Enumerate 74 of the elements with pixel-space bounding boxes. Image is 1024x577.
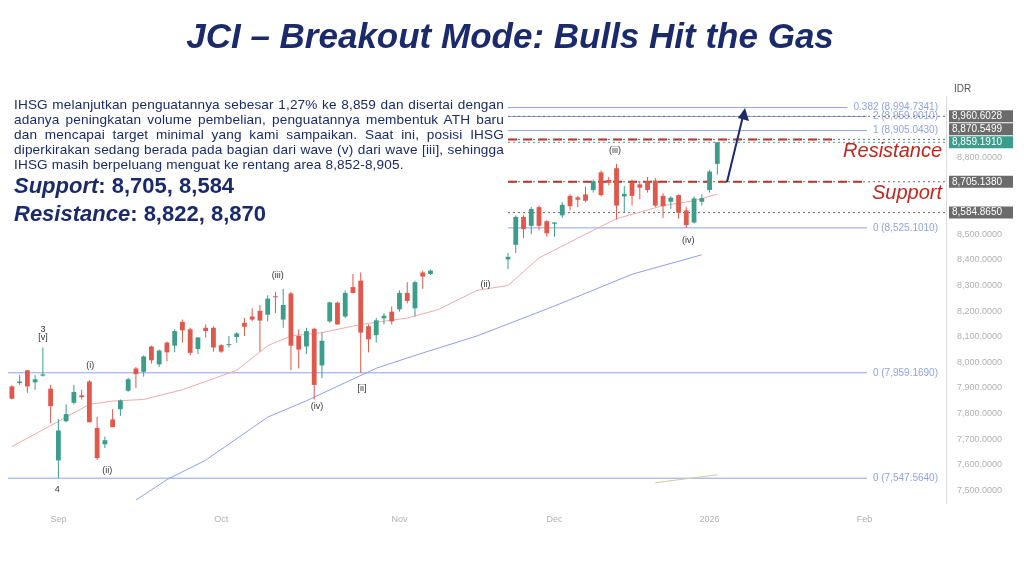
y-tick-label: 7,600.0000 [957, 459, 1003, 470]
annotation: Support: 8,705, 8,584 [14, 172, 236, 200]
y-tick-label: 8,300.0000 [957, 280, 1003, 290]
candlestick [71, 384, 77, 405]
ref-line-label: Resistance [843, 139, 942, 162]
ref-line-label: 0 (7,959.1690) [872, 366, 938, 378]
candlestick [397, 289, 402, 313]
annotation: (ii) [480, 278, 491, 289]
x-tick-label: 2026 [699, 514, 720, 525]
y-tick-label: 8,200.0000 [957, 305, 1003, 316]
y-tick-label: 8,400.0000 [957, 254, 1003, 265]
annotation: 3 [40, 323, 46, 334]
candlestick [172, 328, 178, 353]
ref-line-label: 0 (7,547.5640) [872, 471, 938, 483]
candlestick [32, 374, 38, 391]
ref-line-label: 8,584.8650 [952, 206, 1003, 218]
candlestick [48, 384, 54, 424]
y-tick-label: 7,900.0000 [957, 382, 1003, 393]
candlestick [304, 327, 309, 355]
candlestick [102, 436, 108, 449]
annotation: (iv) [310, 400, 324, 411]
candlestick [187, 327, 193, 356]
candlestick [420, 270, 426, 290]
x-tick-label: Feb [856, 514, 873, 525]
annotation: IHSG melanjutkan penguatannya sebesar 1,27% ke 8,859 dan disertai dengan adanya peningkatan volume pembelian, penguatannya membentuk ATH baru dan mencapai target minimal yang kami sampaikan. Saat ini, posisi IHSG diperkirakan sedang berada pada bagian dari wave (v) dari wave [iii], sehingga IHSG masih berpeluang menguat ke rentang area 8,852-8,905. [14, 97, 504, 172]
candlestick [273, 291, 278, 314]
candlestick [296, 328, 302, 369]
annotation: (iv) [681, 234, 695, 245]
annotation: (ii) [102, 465, 113, 476]
candlestick [707, 169, 712, 194]
y-tick-label: 8,500.0000 [957, 228, 1003, 239]
candlestick [366, 323, 371, 353]
ref-line-label: 8,705.1380 [952, 175, 1003, 187]
candlestick [676, 193, 681, 220]
y-axis-title: IDR [954, 82, 972, 94]
candlestick [265, 294, 271, 322]
x-tick-label: Nov [391, 514, 408, 525]
x-tick-label: Sep [50, 514, 67, 525]
ref-line-label: 8,870.5499 [952, 123, 1003, 135]
annotation: [v] [38, 332, 48, 343]
x-tick-label: Dec [546, 514, 564, 525]
annotation: (i) [86, 359, 95, 370]
ref-line-label: 8,859.1910 [952, 136, 1003, 148]
candlestick [211, 325, 216, 353]
candlestick [40, 346, 46, 378]
chart-title: JCI – Breakout Mode: Bulls Hit the Gas [185, 16, 835, 56]
candlestick [521, 214, 526, 239]
y-tick-label: 7,500.0000 [957, 484, 1003, 495]
ref-line-label: 2 (8,959.9010) [872, 110, 938, 122]
annotation: 4 [54, 484, 60, 494]
ref-line-label: 8,960.6028 [952, 110, 1003, 122]
ref-line-label: 0 (8,525.1010) [872, 221, 938, 233]
annotation: (iii) [271, 269, 284, 280]
x-tick-label: Oct [214, 514, 229, 525]
annotation: Resistance: 8,822, 8,870 [14, 200, 267, 228]
candlestick [141, 354, 147, 378]
ref-line-label: Support [871, 181, 944, 204]
y-tick-label: 7,700.0000 [957, 433, 1003, 444]
y-tick-label: 7,800.0000 [957, 408, 1003, 419]
candlestick [404, 281, 410, 304]
candlestick [342, 289, 348, 319]
candlestick [180, 319, 185, 344]
candlestick [280, 288, 286, 329]
y-tick-label: 8,100.0000 [957, 331, 1003, 342]
candlestick [373, 317, 379, 344]
candlestick [63, 403, 69, 423]
ref-line-label: 1 (8,905.0430) [872, 124, 938, 136]
annotation: [ii] [357, 383, 367, 394]
annotation: (iii) [608, 144, 621, 155]
candlestick [683, 206, 689, 229]
candlestick [24, 369, 30, 394]
y-tick-label: 8,000.0000 [957, 356, 1003, 367]
y-tick-label: 8,800.0000 [957, 151, 1003, 162]
candlestick [528, 206, 534, 235]
